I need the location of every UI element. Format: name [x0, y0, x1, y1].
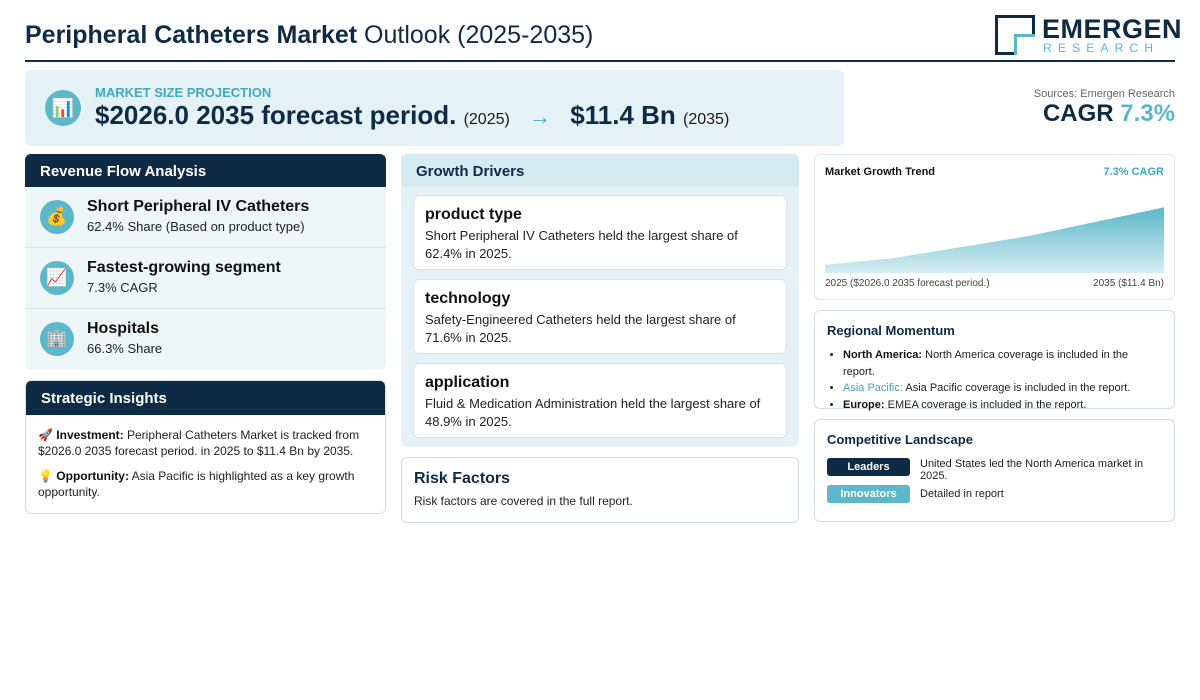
innovators-badge: Innovators [827, 485, 910, 503]
projection-end-year: (2035) [683, 111, 730, 128]
title-rest: Outlook (2025-2035) [364, 21, 594, 49]
cagr-summary: CAGR 7.3% [1043, 100, 1175, 128]
trend-area [825, 207, 1164, 273]
projection-end-value: $11.4 Bn [570, 100, 676, 130]
revenue-item-sub: 62.4% Share (Based on product type) [87, 219, 305, 234]
market-growth-trend-panel: Market Growth Trend 7.3% CAGR 2025 ($202… [814, 154, 1175, 300]
projection-start-value: $2026.0 2035 forecast period. [95, 100, 457, 130]
investment-text: Peripheral Catheters Market is tracked f… [38, 428, 360, 458]
region-text: EMEA coverage is included in the report. [887, 398, 1087, 411]
market-size-projection: 📊 MARKET SIZE PROJECTION $2026.0 2035 fo… [25, 70, 844, 146]
logo-sub: RESEARCH [1043, 41, 1160, 55]
list-item: Europe: EMEA coverage is included in the… [843, 397, 1162, 414]
strategic-insights-panel: Strategic Insights 🚀 Investment: Periphe… [25, 380, 386, 514]
opportunity-text: Asia Pacific is highlighted as a key gro… [38, 469, 355, 499]
logo-mark-icon [995, 15, 1035, 55]
competitive-text: Detailed in report [920, 488, 1004, 500]
leaders-badge: Leaders [827, 458, 910, 476]
money-bag-icon: 💰 [40, 200, 74, 234]
arrow-right-icon: → [529, 104, 552, 129]
risk-factors-text: Risk factors are covered in the full rep… [414, 494, 633, 508]
projection-values: $2026.0 2035 forecast period. (2025) → $… [95, 100, 729, 131]
chart-icon: 📊 [45, 90, 81, 126]
list-item: North America: North America coverage is… [843, 347, 1162, 380]
region-name: North America: [843, 349, 923, 361]
title-bold: Peripheral Catheters Market [25, 21, 358, 49]
driver-card: product type Short Peripheral IV Cathete… [413, 195, 787, 270]
opportunity-label: Opportunity: [56, 469, 129, 483]
cagr-label: CAGR [1042, 100, 1114, 127]
revenue-flow-panel: Revenue Flow Analysis 💰 Short Peripheral… [25, 154, 386, 370]
revenue-item-title: Hospitals [87, 320, 160, 337]
driver-text: Fluid & Medication Administration held t… [425, 396, 761, 429]
revenue-item-title: Short Peripheral IV Catheters [87, 198, 310, 215]
investment-insight: 🚀 Investment: Peripheral Catheters Marke… [38, 427, 373, 459]
projection-start-year: (2025) [463, 111, 510, 128]
competitive-landscape-panel: Competitive Landscape Leaders United Sta… [814, 419, 1175, 522]
revenue-item-sub: 7.3% CAGR [87, 280, 158, 295]
region-name: Asia Pacific: [843, 382, 903, 394]
driver-title: product type [425, 206, 522, 223]
trend-title: Market Growth Trend [825, 166, 936, 178]
projection-label: MARKET SIZE PROJECTION [95, 85, 272, 100]
region-text: Asia Pacific coverage is included in the… [905, 382, 1131, 394]
trend-chart [825, 207, 1164, 273]
investment-label: Investment: [56, 428, 124, 442]
revenue-item: 📈 Fastest-growing segment 7.3% CAGR [25, 248, 386, 309]
revenue-item-sub: 66.3% Share [87, 341, 163, 356]
trend-up-icon: 📈 [40, 261, 74, 295]
driver-title: application [425, 374, 510, 391]
risk-factors-title: Risk Factors [414, 470, 511, 487]
regional-momentum-panel: Regional Momentum North America: North A… [814, 310, 1175, 411]
trend-cagr: 7.3% CAGR [1103, 166, 1164, 178]
driver-text: Short Peripheral IV Catheters held the l… [425, 228, 738, 261]
driver-text: Safety-Engineered Catheters held the lar… [425, 312, 736, 345]
region-text: North America coverage is included in th… [843, 349, 1129, 378]
regional-momentum-title: Regional Momentum [827, 323, 955, 338]
growth-drivers-title: Growth Drivers [401, 154, 799, 187]
region-list: North America: North America coverage is… [827, 347, 1162, 413]
revenue-flow-title: Revenue Flow Analysis [25, 154, 386, 187]
cagr-value: 7.3% [1120, 100, 1175, 127]
building-icon: 🏢 [40, 322, 74, 356]
opportunity-insight: 💡 Opportunity: Asia Pacific is highlight… [38, 468, 373, 500]
logo-name: EMERGEN [1042, 14, 1183, 44]
rocket-icon: 🚀 [38, 428, 53, 442]
driver-card: technology Safety-Engineered Catheters h… [413, 279, 787, 354]
region-name: Europe: [843, 398, 885, 411]
sources-text: Sources: Emergen Research [1033, 88, 1175, 100]
page-header: Peripheral Catheters Market Outlook (202… [25, 12, 1182, 62]
list-item: Asia Pacific: Asia Pacific coverage is i… [843, 380, 1162, 397]
driver-card: application Fluid & Medication Administr… [413, 363, 787, 438]
strategic-insights-title: Strategic Insights [26, 381, 385, 415]
revenue-item: 💰 Short Peripheral IV Catheters 62.4% Sh… [25, 187, 386, 248]
risk-factors-panel: Risk Factors Risk factors are covered in… [401, 457, 799, 523]
page-title: Peripheral Catheters Market Outlook (202… [25, 21, 593, 50]
driver-title: technology [425, 290, 511, 307]
trend-end-label: 2035 ($11.4 Bn) [1093, 278, 1164, 289]
competitive-text: United States led the North America mark… [920, 458, 1144, 482]
growth-drivers-panel: Growth Drivers product type Short Periph… [401, 154, 799, 447]
revenue-item-title: Fastest-growing segment [87, 259, 281, 276]
lightbulb-icon: 💡 [38, 469, 53, 483]
competitive-landscape-title: Competitive Landscape [827, 432, 973, 447]
trend-start-label: 2025 ($2026.0 2035 forecast period.) [825, 278, 990, 289]
emergen-logo: EMERGEN RESEARCH [995, 14, 1182, 56]
revenue-item: 🏢 Hospitals 66.3% Share [25, 309, 386, 370]
